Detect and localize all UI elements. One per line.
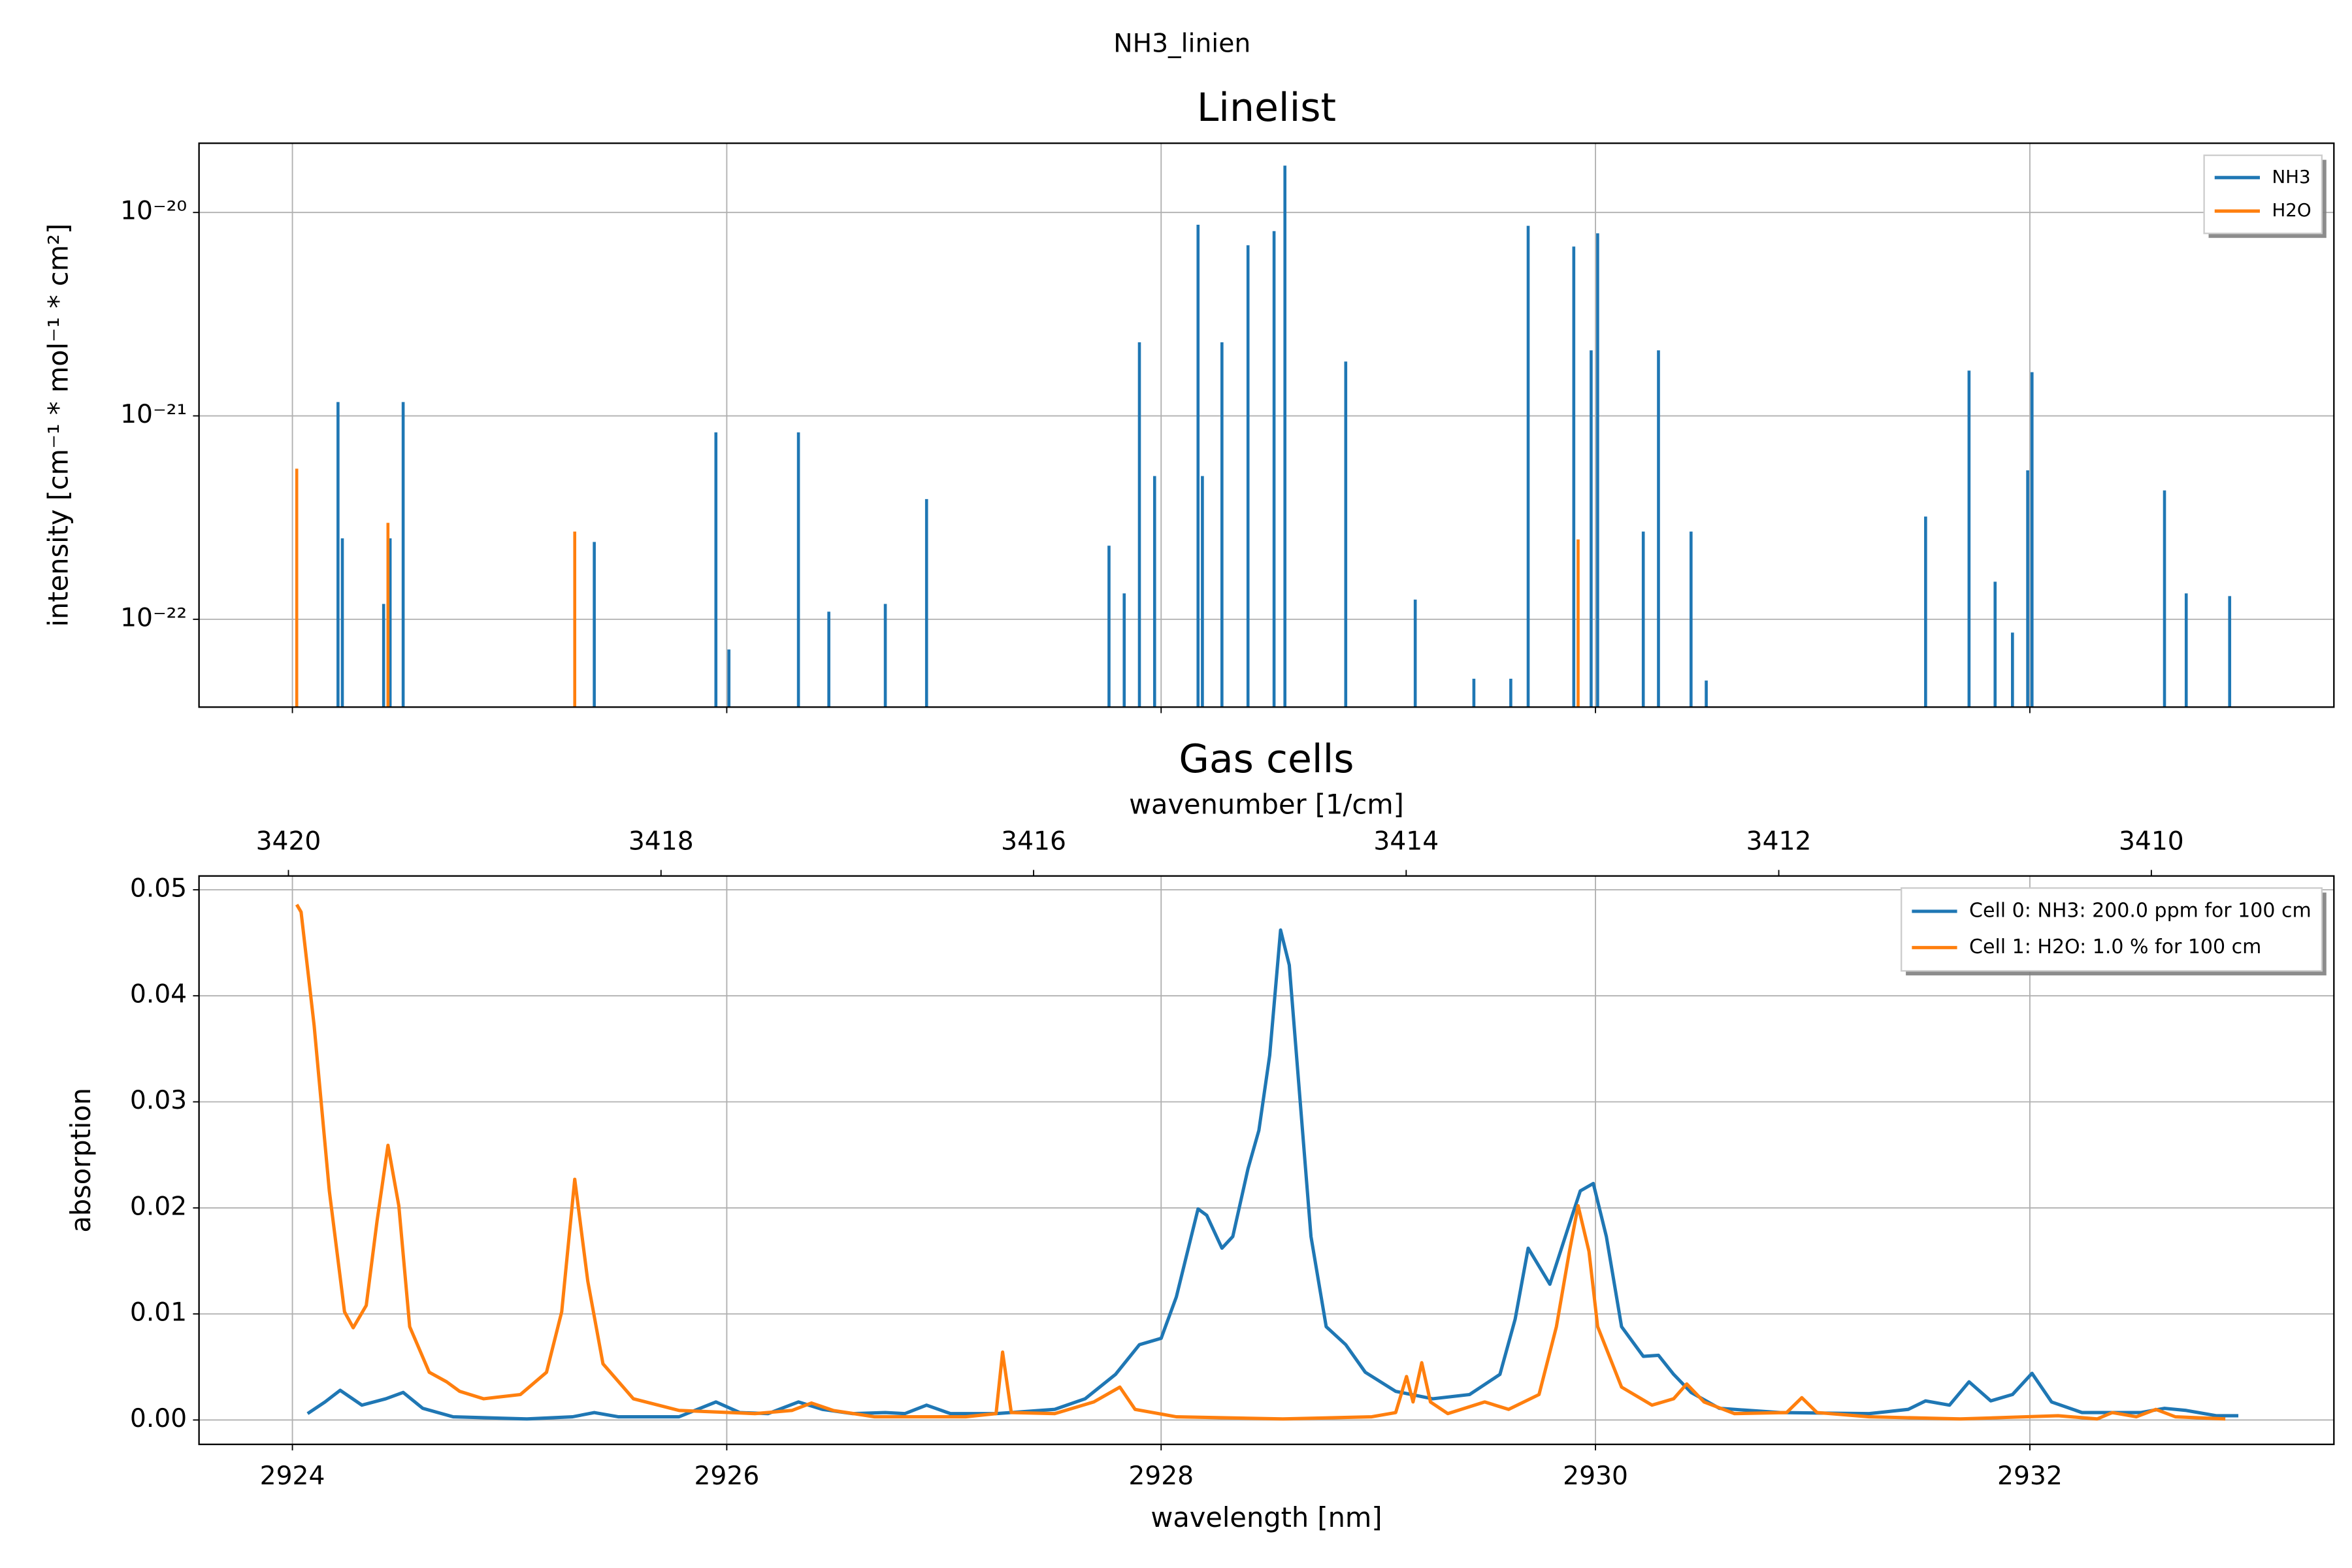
x-tick-label: 2928 — [1128, 1462, 1194, 1491]
x2-tick-label: 3414 — [1373, 827, 1439, 857]
y-axis-label: intensity [cm⁻¹ * mol⁻¹ * cm²] — [42, 223, 74, 627]
axes-frame — [198, 875, 2335, 1445]
legend-box — [2203, 154, 2323, 235]
x2-axis-label: wavenumber [1/cm] — [1129, 789, 1404, 821]
x2-tick-label: 3418 — [629, 827, 694, 857]
legend-label: Cell 0: NH3: 200.0 ppm for 100 cm — [1969, 899, 2311, 922]
legend-box — [1901, 887, 2323, 972]
subplot: 10⁻²² 10⁻²¹ 10⁻²⁰ Linelist intensity [cm⁻¹ *… — [42, 85, 2335, 713]
plot-area — [295, 165, 2232, 708]
x-tick-label: 2924 — [260, 1462, 325, 1491]
legend: Cell 0: NH3: 200.0 ppm for 100 cm Cell 1:… — [1901, 887, 2327, 975]
x2-tick-label: 3416 — [1001, 827, 1066, 857]
y-tick-label: 0.04 — [130, 980, 187, 1009]
x-tick-label: 2930 — [1563, 1462, 1628, 1491]
y-tick-label: 10⁻²¹ — [120, 400, 187, 429]
chart-title: Linelist — [1197, 85, 1336, 131]
figure-title: NH3_linien — [1113, 29, 1250, 59]
plot-area — [295, 904, 2239, 1421]
legend-label: Cell 1: H2O: 1.0 % for 100 cm — [1969, 936, 2261, 958]
legend-label: NH3 — [2272, 166, 2310, 188]
x2-tick-label: 3410 — [2119, 827, 2184, 857]
y-tick-label: 0.01 — [130, 1298, 187, 1328]
y-tick-label: 0.00 — [130, 1404, 187, 1433]
x-tick-label: 2932 — [1997, 1462, 2063, 1491]
legend: NH3 H2O — [2203, 154, 2327, 238]
y-tick-label: 0.03 — [130, 1086, 187, 1115]
y-tick-label: 10⁻²⁰ — [120, 197, 187, 226]
y-tick-label: 0.05 — [130, 874, 187, 903]
legend-label: H2O — [2272, 199, 2311, 221]
subplot: 2924 2926 2928 2930 2932 0.00 0.01 0.02 0.03 0.04… — [65, 736, 2335, 1533]
y-tick-label: 10⁻²² — [120, 603, 187, 632]
data-line — [295, 904, 2226, 1421]
data-line — [306, 928, 2239, 1421]
x-tick-label: 2926 — [694, 1462, 759, 1491]
x2-tick-label: 3412 — [1746, 827, 1812, 857]
chart-title: Gas cells — [1179, 736, 1354, 782]
x-axis-label: wavelength [nm] — [1151, 1501, 1382, 1533]
y-axis-label: absorption — [65, 1088, 97, 1233]
axes-frame — [198, 142, 2335, 708]
y-tick-label: 0.02 — [130, 1192, 187, 1221]
x2-tick-label: 3420 — [256, 827, 321, 857]
